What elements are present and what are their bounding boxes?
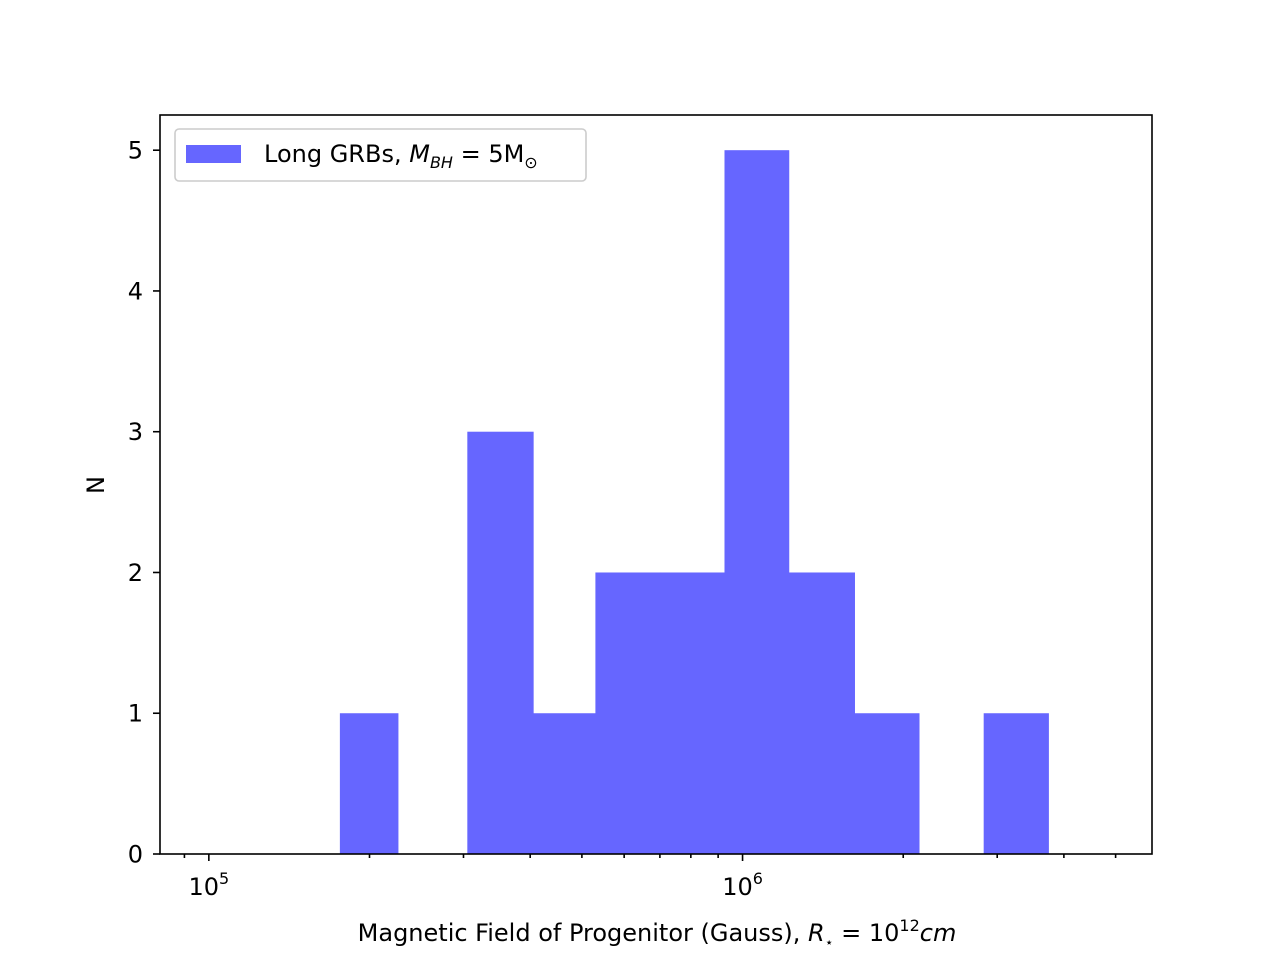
- histogram-bar-2: [467, 431, 534, 854]
- y-axis-label: N: [82, 476, 110, 494]
- histogram-bar-7: [788, 572, 855, 854]
- legend-frame: [174, 128, 587, 182]
- legend: Long GRBs, MBH = 5M⊙: [174, 128, 587, 182]
- y-tick-label-3: 3: [128, 418, 143, 446]
- histogram-bar-4: [595, 572, 661, 854]
- bars-group: [339, 150, 1049, 854]
- x-axis-ticks: 105 106: [183, 854, 1117, 901]
- x-axis-label: Magnetic Field of Progenitor (Gauss), R⋆…: [358, 916, 957, 951]
- y-tick-label-0: 0: [128, 841, 143, 869]
- legend-swatch: [186, 145, 241, 163]
- y-axis-ticks: 0 1 2 3 4 5: [128, 137, 160, 869]
- plot-frame: [159, 114, 1153, 855]
- histogram-bar-0: [339, 713, 399, 854]
- histogram-bar-3: [533, 713, 596, 854]
- y-tick-label-1: 1: [128, 700, 143, 728]
- histogram-bar-6: [724, 150, 790, 854]
- histogram-bar-5: [659, 572, 726, 854]
- legend-label: Long GRBs, MBH = 5M⊙: [264, 140, 538, 172]
- y-tick-label-2: 2: [128, 559, 143, 587]
- y-tick-label-5: 5: [128, 137, 143, 165]
- y-tick-label-4: 4: [128, 277, 143, 305]
- histogram-bar-8: [854, 713, 920, 854]
- x-tick-label-1: 106: [722, 869, 763, 901]
- x-tick-label-0: 105: [188, 869, 229, 901]
- histogram-bar-10: [983, 713, 1049, 854]
